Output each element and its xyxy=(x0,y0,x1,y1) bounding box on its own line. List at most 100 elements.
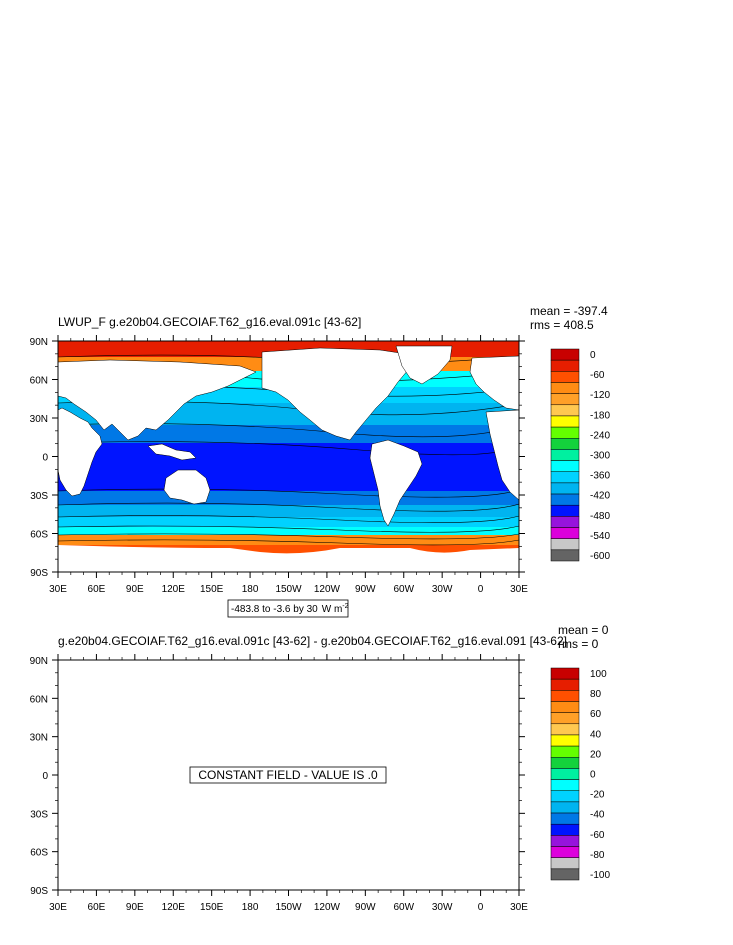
colorbar-swatch xyxy=(550,471,580,484)
panel-1: LWUP_F g.e20b04.GECOIAF.T62_g16.eval.091… xyxy=(30,304,610,618)
colorbar-swatch xyxy=(550,768,580,780)
colorbar-swatch xyxy=(550,449,580,461)
panel-1-title: LWUP_F g.e20b04.GECOIAF.T62_g16.eval.091… xyxy=(58,315,361,329)
panel-1-ticks xyxy=(52,335,525,578)
colorbar-label: 0 xyxy=(590,350,596,361)
colorbar-swatch xyxy=(550,801,580,814)
colorbar-label: -100 xyxy=(590,870,610,881)
lon-label: 90W xyxy=(355,902,376,913)
south-warm-band xyxy=(58,491,519,505)
colorbar-label: -300 xyxy=(590,451,610,462)
panel-2-mean-label: mean = 0 xyxy=(558,623,609,637)
lon-label: 30E xyxy=(510,584,528,595)
lat-label: 0 xyxy=(42,453,48,464)
land-masses xyxy=(58,345,519,527)
colorbar-swatch xyxy=(550,734,580,747)
colorbar-swatch xyxy=(550,779,580,791)
southern-ocean-band xyxy=(58,535,519,545)
lon-label: 150E xyxy=(200,584,224,595)
lon-label: 30W xyxy=(432,902,453,913)
panel-2-ticks xyxy=(52,654,525,896)
colorbar-label: -80 xyxy=(590,850,605,861)
australia xyxy=(163,469,211,505)
colorbar-label: -60 xyxy=(590,370,605,381)
colorbar-swatch xyxy=(550,460,580,472)
colorbar-swatch xyxy=(550,415,580,428)
lon-label: 180 xyxy=(242,584,259,595)
south-subtropic-band xyxy=(58,505,519,517)
contour-info-box xyxy=(227,599,349,618)
lon-label: 60W xyxy=(393,584,414,595)
colorbar-swatch xyxy=(550,745,580,758)
colorbar-swatch xyxy=(550,678,580,691)
colorbar-swatch xyxy=(550,382,580,394)
lon-label: 30W xyxy=(432,584,453,595)
colorbar-swatch xyxy=(550,404,580,417)
lat-label: 0 xyxy=(42,771,48,782)
colorbar-label: -180 xyxy=(590,410,610,421)
colorbar-swatch xyxy=(550,790,580,803)
panel-2-lon-labels: 30E 60E 90E 120E 150E 180 150W 120W 90W 60W 30W 0 30… xyxy=(49,902,528,913)
colorbar-label: -420 xyxy=(590,491,610,502)
colorbar-label: -240 xyxy=(590,430,610,441)
lon-label: 120E xyxy=(162,902,186,913)
colorbar-swatch xyxy=(550,701,580,713)
colorbar-swatch xyxy=(550,846,580,858)
colorbar-label: 80 xyxy=(590,689,602,700)
colorbar-swatch xyxy=(550,482,580,495)
south-america xyxy=(369,439,423,527)
colorbar-swatch xyxy=(550,527,580,539)
colorbar-swatch xyxy=(550,359,580,372)
colorbar-swatch xyxy=(550,857,580,870)
colorbar-label: 100 xyxy=(590,669,607,680)
colorbar-swatch xyxy=(550,667,580,680)
lat-label: 90N xyxy=(30,337,48,348)
south-mid-band xyxy=(58,517,519,527)
africa-west xyxy=(485,409,519,501)
lat-label: 30N xyxy=(30,733,48,744)
tropical-band xyxy=(58,443,519,491)
lon-label: 120W xyxy=(314,902,341,913)
colorbar-swatch xyxy=(550,549,580,562)
lon-label: 90E xyxy=(126,584,144,595)
lon-label: 120W xyxy=(314,584,341,595)
panel-2-colorbar: 100 80 60 40 20 0 -20 -40 -60 -80 -100 xyxy=(550,667,610,881)
colorbar-label: 20 xyxy=(590,749,602,760)
colorbar-swatch xyxy=(550,823,580,836)
constant-field-label: CONSTANT FIELD - VALUE IS .0 xyxy=(198,768,378,782)
units-exponent: -2 xyxy=(342,603,348,610)
north-warm-band xyxy=(58,425,519,443)
contour-info-range: -483.8 to -3.6 by 30 xyxy=(231,604,318,615)
lon-label: 30E xyxy=(49,584,67,595)
colorbar-swatch xyxy=(550,835,580,847)
colorbar-swatch xyxy=(550,348,580,361)
panel-1-colorbar: 0 -60 -120 -180 -240 -300 -360 -420 -480 -540 -600 xyxy=(550,348,610,562)
colorbar-label: 40 xyxy=(590,729,602,740)
lon-label: 150W xyxy=(275,902,302,913)
colorbar-swatch xyxy=(550,868,580,881)
colorbar-swatch xyxy=(550,504,580,517)
colorbar-swatch xyxy=(550,393,580,406)
panel-2-lat-labels: 90N 60N 30N 0 30S 60S 90S xyxy=(30,656,49,897)
eurasia xyxy=(58,359,257,441)
colorbar-label: 60 xyxy=(590,709,602,720)
lon-label: 30E xyxy=(510,902,528,913)
lon-label: 60E xyxy=(88,902,106,913)
lon-label: 150W xyxy=(275,584,302,595)
europe xyxy=(469,355,519,411)
lat-label: 30S xyxy=(30,809,48,820)
africa xyxy=(58,407,103,497)
lat-label: 90S xyxy=(30,568,48,579)
colorbar-label: -20 xyxy=(590,790,605,801)
colorbar-label: -540 xyxy=(590,531,610,542)
lat-label: 60S xyxy=(30,530,48,541)
colorbar-swatch xyxy=(550,493,580,506)
panel-2: g.e20b04.GECOIAF.T62_g16.eval.091c [43-6… xyxy=(30,623,611,913)
lon-label: 90E xyxy=(126,902,144,913)
greenland xyxy=(395,345,453,385)
panel-1-rms-label: rms = 408.5 xyxy=(530,318,594,332)
colorbar-label: -360 xyxy=(590,471,610,482)
colorbar-label: 0 xyxy=(590,770,596,781)
colorbar-label: -600 xyxy=(590,551,610,562)
lat-label: 90N xyxy=(30,656,48,667)
